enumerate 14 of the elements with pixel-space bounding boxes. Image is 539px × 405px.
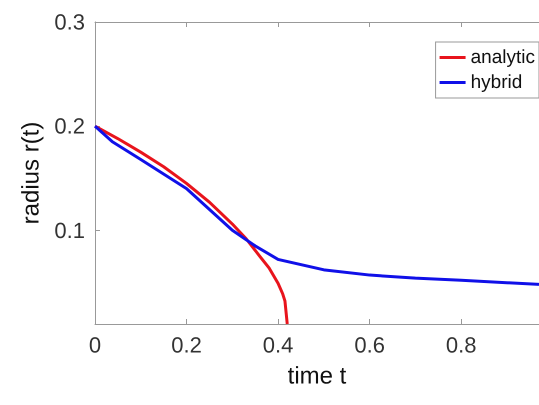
x-tick-label: 0.2 [171,332,202,358]
y-tick-label: 0.2 [54,114,85,139]
line-series [94,124,289,326]
x-tick-label: 0.4 [262,332,294,358]
legend-label: analytic [470,47,535,68]
y-tick-label: 0.3 [54,10,85,34]
legend-label: hybrid [470,72,522,93]
x-axis-title: time t [288,362,347,390]
x-tick-label: 0.6 [354,332,385,358]
line-series [94,124,539,286]
y-tick-label: 0.1 [54,218,85,243]
y-axis-title: radius r(t) [18,122,44,224]
x-tick-label: 0 [88,332,102,358]
x-tick-label: 0.8 [446,332,476,358]
